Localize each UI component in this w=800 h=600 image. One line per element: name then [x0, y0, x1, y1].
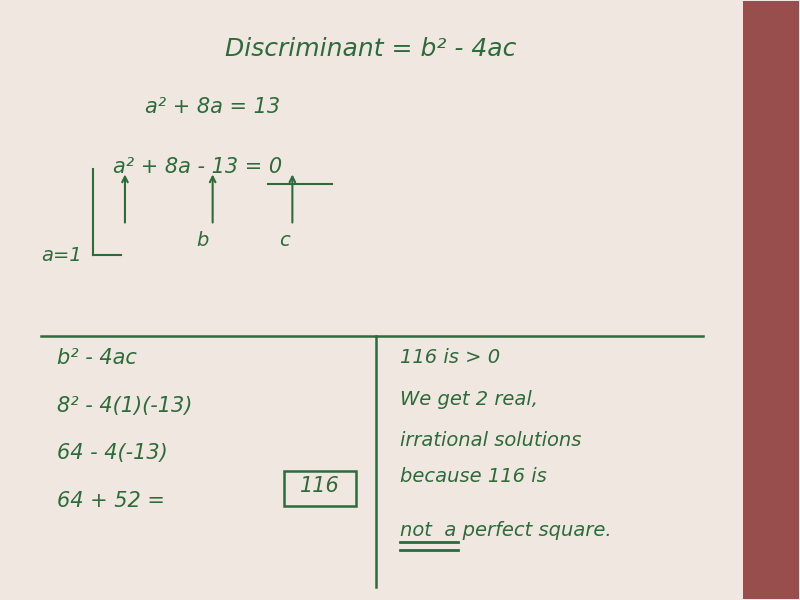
Text: c: c [279, 232, 290, 250]
Text: because 116 is: because 116 is [400, 467, 546, 486]
Bar [285, 472, 356, 506]
Text: a² + 8a - 13 = 0: a² + 8a - 13 = 0 [113, 157, 282, 176]
Text: Discriminant = b² - 4ac: Discriminant = b² - 4ac [225, 37, 516, 61]
Bar [743, 1, 798, 599]
Text: a=1: a=1 [42, 246, 82, 265]
Text: 116: 116 [301, 476, 340, 496]
Text: 8² - 4(1)(-13): 8² - 4(1)(-13) [57, 395, 193, 416]
Text: 64 - 4(-13): 64 - 4(-13) [57, 443, 168, 463]
Text: not  a perfect square.: not a perfect square. [400, 521, 612, 540]
Text: We get 2 real,: We get 2 real, [400, 389, 538, 409]
Text: irrational solutions: irrational solutions [400, 431, 582, 451]
Text: 116 is > 0: 116 is > 0 [400, 348, 500, 367]
Text: 64 + 52 =: 64 + 52 = [57, 491, 172, 511]
Text: a² + 8a = 13: a² + 8a = 13 [145, 97, 280, 117]
Text: b² - 4ac: b² - 4ac [57, 348, 137, 368]
Text: b: b [197, 232, 209, 250]
